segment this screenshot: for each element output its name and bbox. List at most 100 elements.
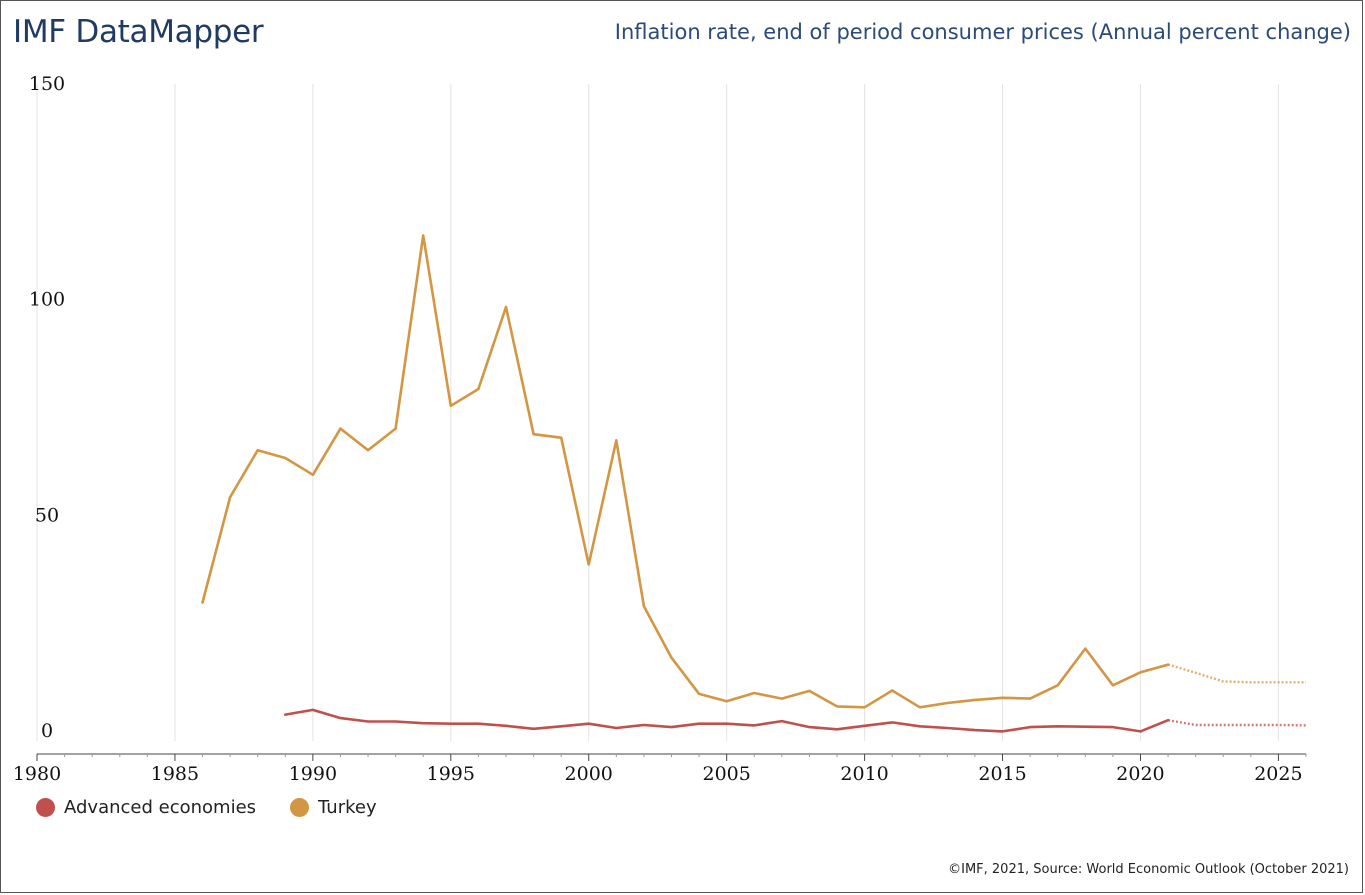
data-point-advanced-economies-2026[interactable] — [1303, 722, 1309, 728]
data-point-advanced-economies-2006[interactable] — [751, 722, 757, 728]
legend-swatch-advanced-economies — [36, 798, 55, 817]
data-point-advanced-economies-2015[interactable] — [1000, 728, 1006, 734]
data-point-turkey-2010[interactable] — [862, 704, 868, 710]
legend-item-turkey[interactable]: Turkey — [290, 797, 377, 818]
data-point-advanced-economies-2010[interactable] — [862, 723, 868, 729]
data-point-advanced-economies-2012[interactable] — [917, 723, 923, 729]
data-point-advanced-economies-1994[interactable] — [420, 720, 426, 726]
legend-label-turkey: Turkey — [318, 797, 377, 818]
data-point-turkey-2014[interactable] — [972, 697, 978, 703]
data-point-advanced-economies-2017[interactable] — [1055, 723, 1061, 729]
data-point-advanced-economies-2024[interactable] — [1248, 722, 1254, 728]
data-point-turkey-2005[interactable] — [724, 698, 730, 704]
data-point-turkey-2013[interactable] — [944, 700, 950, 706]
data-point-turkey-2020[interactable] — [1137, 669, 1143, 675]
data-point-turkey-2001[interactable] — [613, 437, 619, 443]
data-point-turkey-1991[interactable] — [337, 426, 343, 432]
data-point-advanced-economies-1990[interactable] — [310, 707, 316, 713]
data-point-advanced-economies-2005[interactable] — [724, 721, 730, 727]
x-tick-label-2020: 2020 — [1116, 763, 1164, 785]
data-point-advanced-economies-2007[interactable] — [779, 718, 785, 724]
data-point-turkey-2003[interactable] — [669, 655, 675, 661]
data-point-advanced-economies-2002[interactable] — [641, 722, 647, 728]
data-point-turkey-1994[interactable] — [420, 232, 426, 238]
data-point-turkey-2006[interactable] — [751, 690, 757, 696]
data-point-turkey-2022[interactable] — [1193, 670, 1199, 676]
legend-item-advanced-economies[interactable]: Advanced economies — [36, 797, 256, 818]
data-point-advanced-economies-2000[interactable] — [586, 721, 592, 727]
series-lines[interactable] — [200, 232, 1309, 734]
data-point-turkey-2016[interactable] — [1027, 696, 1033, 702]
data-point-advanced-economies-1997[interactable] — [503, 723, 509, 729]
data-point-turkey-1987[interactable] — [227, 494, 233, 500]
data-point-turkey-1988[interactable] — [255, 447, 261, 453]
data-point-turkey-2021[interactable] — [1165, 662, 1171, 668]
series-forecast-advanced-economies[interactable] — [1167, 719, 1307, 727]
data-point-advanced-economies-1993[interactable] — [393, 719, 399, 725]
data-point-turkey-2024[interactable] — [1248, 679, 1254, 685]
data-point-turkey-2025[interactable] — [1275, 679, 1281, 685]
data-point-advanced-economies-2001[interactable] — [613, 725, 619, 731]
series-forecast-turkey[interactable] — [1167, 663, 1306, 684]
data-point-advanced-economies-2019[interactable] — [1110, 724, 1116, 730]
data-point-turkey-1998[interactable] — [531, 431, 537, 437]
data-point-advanced-economies-1996[interactable] — [475, 721, 481, 727]
data-point-advanced-economies-2003[interactable] — [669, 724, 675, 730]
data-point-advanced-economies-2014[interactable] — [972, 727, 978, 733]
data-point-turkey-1993[interactable] — [393, 426, 399, 432]
brand-title[interactable]: IMF DataMapper — [13, 14, 264, 50]
source-note: ©IMF, 2021, Source: World Economic Outlo… — [948, 862, 1349, 877]
data-point-turkey-1999[interactable] — [558, 435, 564, 441]
data-point-advanced-economies-2004[interactable] — [696, 721, 702, 727]
data-point-advanced-economies-1995[interactable] — [448, 721, 454, 727]
data-point-advanced-economies-2021[interactable] — [1165, 717, 1171, 723]
y-tick-label-50: 50 — [35, 504, 59, 526]
y-tick-label-0: 0 — [41, 720, 53, 742]
data-point-turkey-2012[interactable] — [917, 704, 923, 710]
data-point-turkey-2009[interactable] — [834, 703, 840, 709]
data-point-advanced-economies-1992[interactable] — [365, 719, 371, 725]
data-point-advanced-economies-2025[interactable] — [1275, 722, 1281, 728]
data-point-advanced-economies-2020[interactable] — [1137, 728, 1143, 734]
data-point-turkey-2026[interactable] — [1303, 679, 1309, 685]
data-point-turkey-2023[interactable] — [1220, 678, 1226, 684]
data-point-advanced-economies-2013[interactable] — [944, 725, 950, 731]
data-point-advanced-economies-2011[interactable] — [889, 719, 895, 725]
data-point-turkey-2007[interactable] — [779, 696, 785, 702]
data-point-turkey-2004[interactable] — [696, 691, 702, 697]
data-point-advanced-economies-2009[interactable] — [834, 726, 840, 732]
data-point-advanced-economies-1998[interactable] — [531, 726, 537, 732]
legend: Advanced economies Turkey — [36, 797, 411, 818]
legend-label-advanced-economies: Advanced economies — [64, 797, 257, 818]
data-point-advanced-economies-1999[interactable] — [558, 723, 564, 729]
data-point-turkey-2008[interactable] — [806, 688, 812, 694]
data-point-turkey-2017[interactable] — [1055, 682, 1061, 688]
x-tick-label-1985: 1985 — [151, 763, 199, 785]
data-point-turkey-1996[interactable] — [475, 386, 481, 392]
data-point-turkey-1990[interactable] — [310, 472, 316, 478]
data-point-turkey-2015[interactable] — [1000, 695, 1006, 701]
data-point-turkey-1989[interactable] — [282, 455, 288, 461]
series-line-advanced-economies[interactable] — [283, 708, 1170, 733]
data-point-advanced-economies-1991[interactable] — [337, 715, 343, 721]
data-point-turkey-2002[interactable] — [641, 603, 647, 609]
data-point-turkey-2011[interactable] — [889, 687, 895, 693]
series-line-turkey[interactable] — [201, 234, 1170, 709]
data-point-turkey-2019[interactable] — [1110, 682, 1116, 688]
x-tick-label-2005: 2005 — [702, 763, 750, 785]
data-point-turkey-1992[interactable] — [365, 447, 371, 453]
data-point-advanced-economies-2016[interactable] — [1027, 724, 1033, 730]
data-point-turkey-1986[interactable] — [200, 599, 206, 605]
data-point-advanced-economies-2022[interactable] — [1193, 722, 1199, 728]
x-axis: 1980 1985 1990 1995 2000 2005 2010 2015 2020 2025 — [13, 753, 1307, 785]
data-point-turkey-1995[interactable] — [448, 403, 454, 409]
data-point-advanced-economies-2023[interactable] — [1220, 722, 1226, 728]
data-point-advanced-economies-2008[interactable] — [806, 724, 812, 730]
data-point-turkey-2018[interactable] — [1082, 646, 1088, 652]
x-tick-label-1995: 1995 — [427, 763, 475, 785]
data-point-turkey-2000[interactable] — [586, 562, 592, 568]
data-point-advanced-economies-1989[interactable] — [282, 712, 288, 718]
data-point-turkey-1997[interactable] — [503, 304, 509, 310]
data-point-advanced-economies-2018[interactable] — [1082, 724, 1088, 730]
